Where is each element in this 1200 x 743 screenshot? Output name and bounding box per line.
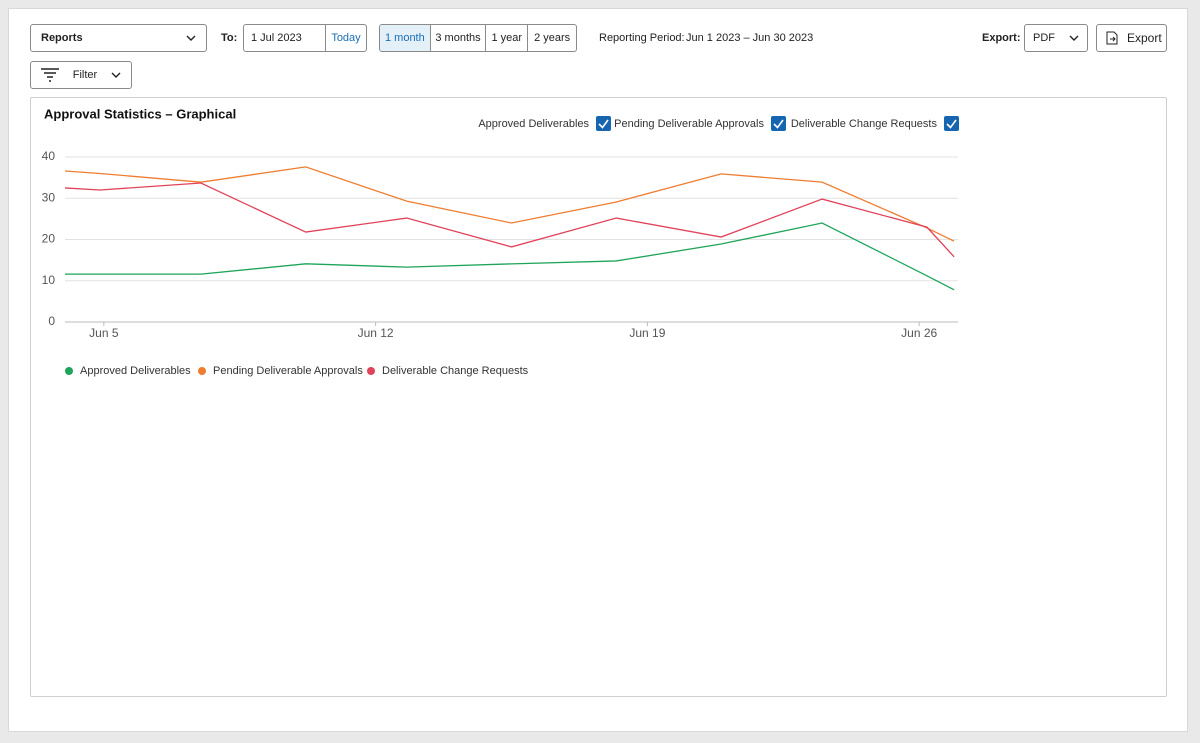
legend-label: Deliverable Change Requests xyxy=(382,365,529,377)
y-tick-label: 40 xyxy=(42,149,56,163)
period-label: Reporting Period: xyxy=(599,32,685,44)
range-group: 1 month 3 months 1 year 2 years xyxy=(379,24,577,52)
chart: Approval Statistics – Graphical 0 10 20 30 4… xyxy=(42,106,959,377)
period-value: Jun 1 2023 – Jun 30 2023 xyxy=(686,32,814,44)
checkmark xyxy=(773,119,784,129)
date-value[interactable]: 1 Jul 2023 xyxy=(244,25,326,51)
y-tick-label: 0 xyxy=(48,314,55,328)
filter-button[interactable]: Filter xyxy=(30,61,132,89)
toggle-label: Approved Deliverables xyxy=(478,118,589,130)
legend-marker xyxy=(65,367,73,375)
export-format-text: PDF xyxy=(1033,32,1055,44)
data-line xyxy=(65,222,955,291)
today-button[interactable]: Today xyxy=(331,32,361,44)
export-button[interactable]: Export xyxy=(1096,24,1167,52)
range-option[interactable]: 2 years xyxy=(534,32,571,44)
checkmark xyxy=(598,119,609,129)
range-option[interactable]: 1 year xyxy=(486,25,529,51)
export-format[interactable]: PDF xyxy=(1024,24,1088,52)
toggle-label: Pending Deliverable Approvals xyxy=(614,118,764,130)
filter-text: Filter xyxy=(72,69,98,81)
checkmark xyxy=(946,119,957,129)
x-tick-label: Jun 19 xyxy=(629,326,665,340)
date-input: 1 Jul 2023 Today xyxy=(243,24,367,52)
data-line xyxy=(64,166,955,242)
x-tick-label: Jun 5 xyxy=(89,326,119,340)
legend-label: Approved Deliverables xyxy=(80,365,191,377)
export-icon xyxy=(1106,31,1118,45)
chart-title: Approval Statistics – Graphical xyxy=(44,106,236,121)
chevron xyxy=(186,35,196,41)
data-line xyxy=(64,182,955,258)
range-option[interactable]: 1 month xyxy=(380,25,431,51)
chevron xyxy=(1069,35,1079,41)
toggle-checkbox[interactable] xyxy=(771,116,786,131)
toggle-label: Deliverable Change Requests xyxy=(791,118,938,130)
chart-panel: Approval Statistics – Graphical 0 10 20 30 4… xyxy=(30,97,1167,697)
legend-marker xyxy=(367,367,375,375)
range-option[interactable]: 3 months xyxy=(431,25,487,51)
toggle-checkbox[interactable] xyxy=(944,116,959,131)
legend-marker xyxy=(198,367,206,375)
legend-label: Pending Deliverable Approvals xyxy=(213,365,363,377)
report-select[interactable]: Reports xyxy=(30,24,207,52)
toggle-checkbox[interactable] xyxy=(596,116,611,131)
chevron xyxy=(111,72,121,78)
y-tick-label: 30 xyxy=(42,190,56,204)
filter-icon xyxy=(41,68,59,82)
export-button-text: Export xyxy=(1127,31,1162,45)
x-tick-label: Jun 26 xyxy=(901,326,937,340)
y-tick-label: 10 xyxy=(42,273,56,287)
export-label: Export: xyxy=(982,32,1021,44)
report-select-text: Reports xyxy=(41,32,83,44)
x-tick-label: Jun 12 xyxy=(358,326,394,340)
to-label: To: xyxy=(221,32,238,44)
y-tick-label: 20 xyxy=(42,232,56,246)
